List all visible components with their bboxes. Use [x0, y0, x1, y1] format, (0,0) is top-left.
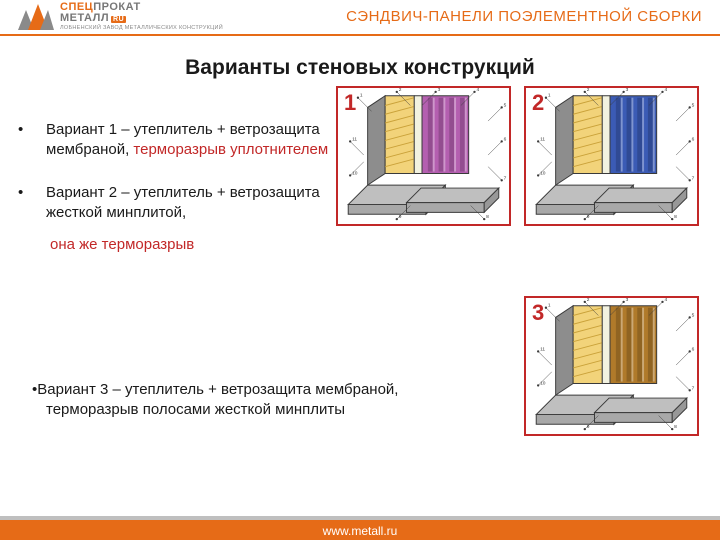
- svg-text:6: 6: [504, 136, 507, 142]
- logo: СПЕЦПРОКАТ МЕТАЛЛRU ЛОБНЕНСКИЙ ЗАВОД МЕТ…: [18, 2, 223, 32]
- svg-text:8: 8: [674, 214, 677, 220]
- figure-1-label: 1: [344, 90, 356, 116]
- figure-2: 2 1234567891011: [524, 86, 699, 226]
- svg-text:11: 11: [540, 136, 545, 142]
- svg-text:5: 5: [692, 102, 695, 108]
- bullet-1: •Вариант 1 – утеплитель + ветрозащита ме…: [28, 120, 338, 161]
- svg-text:9: 9: [587, 214, 590, 220]
- svg-text:11: 11: [352, 136, 357, 142]
- svg-text:3: 3: [626, 88, 629, 93]
- bullet-marker: •: [32, 120, 46, 140]
- svg-text:1: 1: [360, 93, 363, 99]
- bullet-2-sub: она же терморазрыв: [28, 235, 338, 255]
- figure-3-drawing: 1 2 3 4 5 6 7 8 9 10 11: [526, 298, 697, 434]
- figure-1: 1 1 2 3 4 5 6 7 8 9 10 11: [336, 86, 511, 226]
- bullet-1-highlight: терморазрыв уплотнителем: [133, 141, 328, 158]
- svg-text:8: 8: [486, 214, 489, 220]
- svg-text:3: 3: [626, 298, 629, 303]
- logo-text: СПЕЦПРОКАТ МЕТАЛЛRU ЛОБНЕНСКИЙ ЗАВОД МЕТ…: [60, 2, 223, 32]
- svg-text:2: 2: [587, 88, 590, 93]
- svg-text:5: 5: [504, 102, 507, 108]
- svg-text:2: 2: [587, 298, 590, 303]
- svg-text:5: 5: [692, 312, 695, 318]
- svg-text:7: 7: [692, 385, 695, 391]
- header-title: СЭНДВИЧ-ПАНЕЛИ ПОЭЛЕМЕНТНОЙ СБОРКИ: [346, 8, 702, 25]
- svg-text:2: 2: [399, 88, 402, 93]
- svg-text:7: 7: [692, 175, 695, 181]
- bullet-3: •Вариант 3 – утеплитель + ветрозащита ме…: [28, 380, 428, 421]
- bullet-3-text: Вариант 3 – утеплитель + ветрозащита мем…: [37, 381, 398, 398]
- page-title: Варианты стеновых конструкций: [0, 56, 720, 80]
- logo-line2: МЕТАЛЛRU: [60, 13, 223, 24]
- figure-3-label: 3: [532, 300, 544, 326]
- logo-mark-icon: [18, 4, 54, 30]
- svg-text:1: 1: [548, 93, 551, 99]
- bullet-marker: •: [32, 183, 46, 203]
- figure-2-drawing: 1234567891011: [526, 88, 697, 224]
- svg-text:9: 9: [587, 424, 590, 430]
- figure-2-label: 2: [532, 90, 544, 116]
- bullet-2-text: Вариант 2 – утеплитель + ветрозащита жес…: [46, 184, 320, 221]
- logo-line2-text: МЕТАЛЛ: [60, 12, 109, 24]
- bullet-2: •Вариант 2 – утеплитель + ветрозащита же…: [28, 183, 338, 224]
- logo-subtitle: ЛОБНЕНСКИЙ ЗАВОД МЕТАЛЛИЧЕСКИХ КОНСТРУКЦ…: [60, 26, 223, 32]
- svg-text:6: 6: [692, 346, 695, 352]
- svg-text:10: 10: [540, 170, 546, 176]
- footer-link[interactable]: www.metall.ru: [0, 524, 720, 538]
- header-rule: [0, 34, 720, 36]
- bullet-list: •Вариант 1 – утеплитель + ветрозащита ме…: [28, 120, 338, 277]
- bullet-2-highlight: она же терморазрыв: [50, 236, 194, 253]
- svg-text:10: 10: [352, 170, 358, 176]
- svg-text:11: 11: [540, 346, 545, 352]
- svg-text:4: 4: [664, 298, 667, 303]
- svg-text:6: 6: [692, 136, 695, 142]
- svg-text:9: 9: [399, 214, 402, 220]
- svg-text:8: 8: [674, 424, 677, 430]
- svg-text:10: 10: [540, 380, 546, 386]
- svg-text:4: 4: [476, 88, 479, 93]
- figure-1-drawing: 1 2 3 4 5 6 7 8 9 10 11: [338, 88, 509, 224]
- svg-text:7: 7: [504, 175, 507, 181]
- logo-badge: RU: [111, 16, 126, 23]
- svg-text:3: 3: [438, 88, 441, 93]
- header: СПЕЦПРОКАТ МЕТАЛЛRU ЛОБНЕНСКИЙ ЗАВОД МЕТ…: [0, 0, 720, 36]
- svg-text:4: 4: [664, 88, 667, 93]
- svg-text:1: 1: [548, 303, 551, 309]
- bullet-3-highlight: терморазрыв полосами жесткой минплиты: [46, 401, 345, 418]
- slide: СПЕЦПРОКАТ МЕТАЛЛRU ЛОБНЕНСКИЙ ЗАВОД МЕТ…: [0, 0, 720, 540]
- figure-3: 3 1 2 3 4 5 6 7 8 9 10 11: [524, 296, 699, 436]
